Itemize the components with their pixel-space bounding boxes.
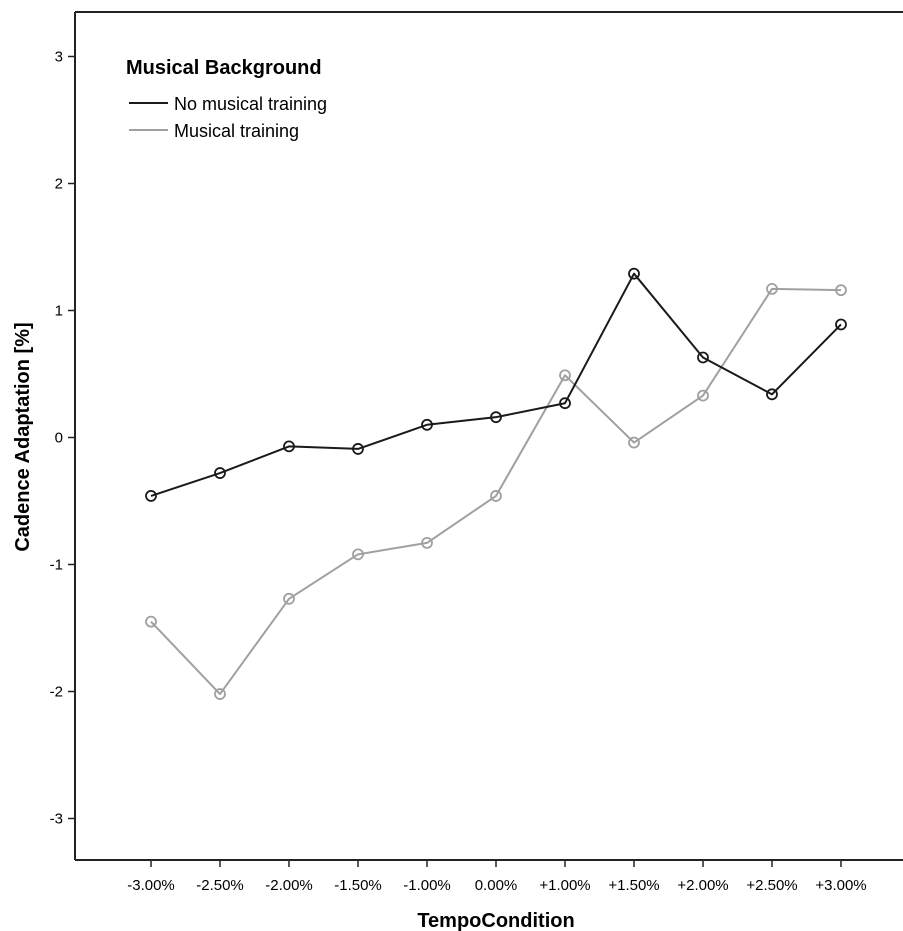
data-point bbox=[697, 389, 709, 402]
data-point bbox=[214, 467, 226, 479]
axes bbox=[74, 11, 903, 861]
legend-title: Musical Background bbox=[126, 57, 322, 79]
y-tick-label: -3 bbox=[50, 811, 63, 828]
data-point bbox=[559, 397, 571, 410]
data-point bbox=[214, 688, 226, 700]
data-point bbox=[283, 440, 295, 453]
data-point bbox=[766, 283, 778, 295]
series-1 bbox=[145, 283, 847, 700]
data-point bbox=[145, 490, 157, 502]
y-tick-label: 0 bbox=[55, 430, 63, 447]
data-point bbox=[421, 537, 433, 549]
axis-ticks: -3 -2 -1 0 1 2 3 -3.00% -2.50% -2.00% -1.50% -1.00%… bbox=[50, 49, 867, 895]
data-point bbox=[628, 436, 640, 449]
x-tick-label: +1.50% bbox=[608, 877, 659, 894]
x-tick-label: -2.50% bbox=[196, 877, 244, 894]
x-tick-label: 0.00% bbox=[475, 877, 518, 894]
legend-label-no-musical-training: No musical training bbox=[174, 94, 327, 114]
series-line bbox=[150, 287, 842, 696]
y-tick-label: 3 bbox=[55, 49, 63, 66]
y-tick-label: 2 bbox=[55, 176, 63, 193]
data-point bbox=[697, 351, 709, 364]
y-tick-label: -2 bbox=[50, 684, 63, 701]
data-point bbox=[283, 592, 295, 605]
x-tick-label: -1.50% bbox=[334, 877, 382, 894]
x-tick-label: +1.00% bbox=[539, 877, 590, 894]
x-tick-label: +3.00% bbox=[815, 877, 866, 894]
data-point bbox=[628, 267, 640, 280]
x-tick-label: -1.00% bbox=[403, 877, 451, 894]
legend-label-musical-training: Musical training bbox=[174, 121, 299, 141]
y-axis-title: Cadence Adaptation [%] bbox=[12, 322, 34, 551]
data-point bbox=[352, 443, 364, 455]
x-axis-title: TempoCondition bbox=[417, 910, 574, 931]
series-0 bbox=[145, 267, 847, 502]
legend: Musical Background No musical training M… bbox=[126, 57, 327, 141]
data-point bbox=[490, 411, 502, 424]
data-point bbox=[835, 284, 847, 297]
x-tick-label: -2.00% bbox=[265, 877, 313, 894]
y-tick-label: -1 bbox=[50, 557, 63, 574]
data-point bbox=[490, 490, 502, 502]
data-point bbox=[421, 418, 433, 431]
data-point bbox=[559, 369, 571, 382]
data-point bbox=[835, 318, 847, 331]
data-point bbox=[145, 615, 157, 628]
x-tick-label: -3.00% bbox=[127, 877, 175, 894]
series-line bbox=[150, 272, 842, 497]
data-point bbox=[766, 388, 778, 401]
y-tick-label: 1 bbox=[55, 303, 63, 320]
series-lines bbox=[145, 267, 847, 700]
data-point bbox=[352, 548, 364, 561]
x-tick-label: +2.50% bbox=[746, 877, 797, 894]
x-tick-label: +2.00% bbox=[677, 877, 728, 894]
